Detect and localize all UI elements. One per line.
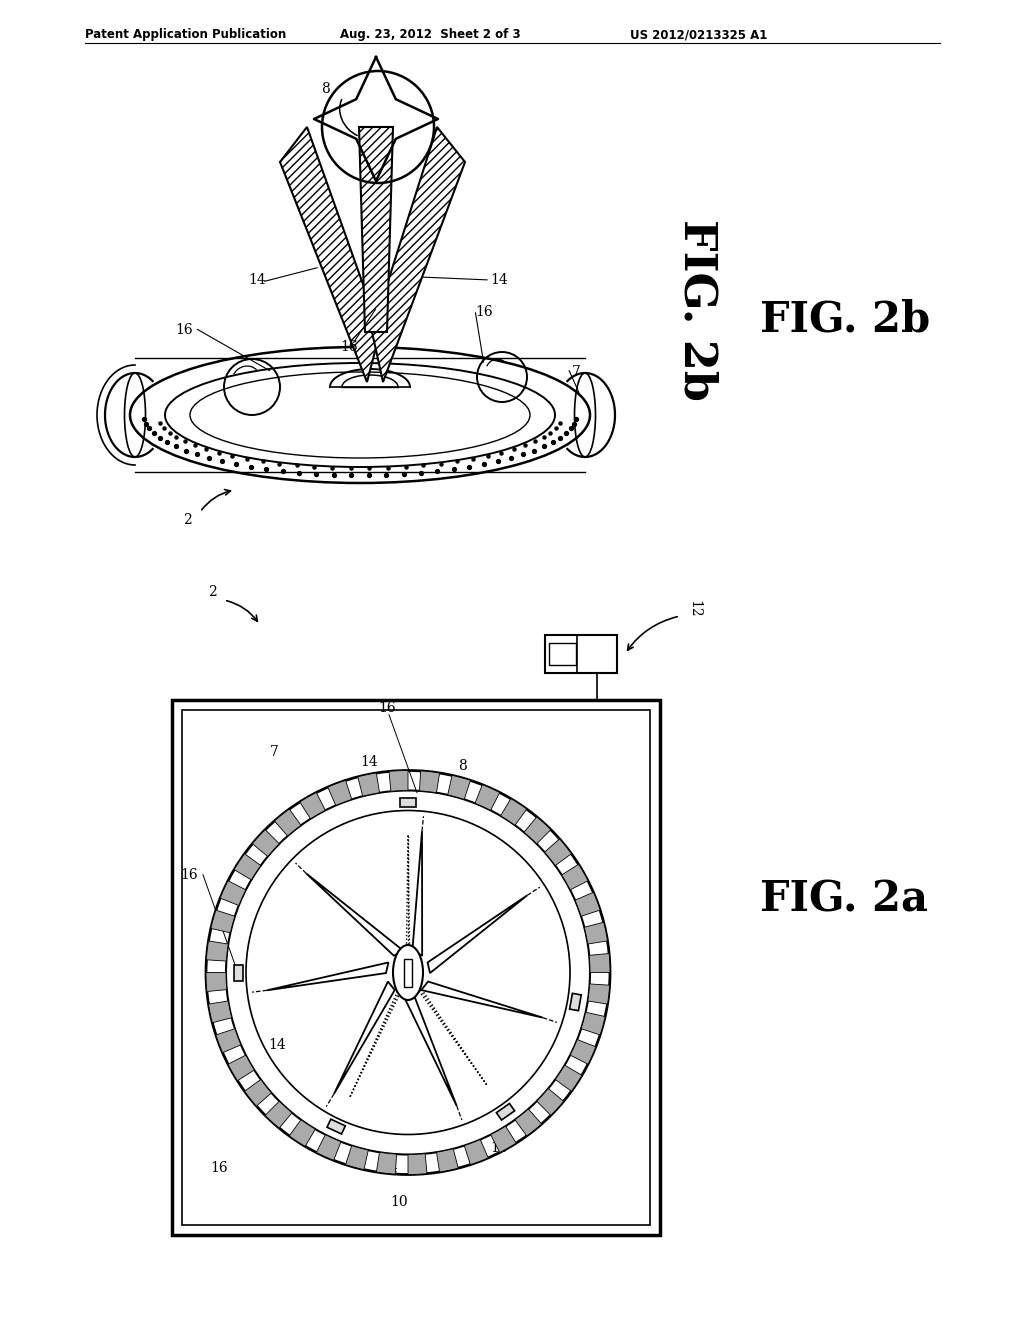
Text: 16: 16 <box>340 341 357 354</box>
Polygon shape <box>555 1065 582 1092</box>
Bar <box>545 635 617 673</box>
Text: 2: 2 <box>208 585 217 599</box>
Polygon shape <box>211 909 234 933</box>
Polygon shape <box>589 953 610 973</box>
Polygon shape <box>570 1039 596 1064</box>
Polygon shape <box>207 941 228 961</box>
Bar <box>497 1104 515 1121</box>
Polygon shape <box>300 792 326 818</box>
Polygon shape <box>537 1089 563 1115</box>
Polygon shape <box>265 1101 292 1129</box>
Text: 14: 14 <box>248 273 266 286</box>
Polygon shape <box>501 799 526 825</box>
Text: 14: 14 <box>360 755 378 770</box>
Polygon shape <box>408 1154 427 1175</box>
Polygon shape <box>562 865 588 890</box>
Polygon shape <box>545 840 571 866</box>
Bar <box>172 700 660 1236</box>
Polygon shape <box>585 923 607 944</box>
Polygon shape <box>345 1146 369 1170</box>
Polygon shape <box>316 1135 341 1160</box>
Polygon shape <box>328 780 352 805</box>
Polygon shape <box>377 1152 396 1173</box>
Polygon shape <box>420 771 439 793</box>
Text: 12: 12 <box>687 601 701 618</box>
Polygon shape <box>436 1148 458 1172</box>
Polygon shape <box>464 1139 488 1164</box>
Bar <box>404 958 412 986</box>
Text: FIG. 2a: FIG. 2a <box>760 879 928 921</box>
Text: FIG. 2b: FIG. 2b <box>675 219 718 401</box>
Polygon shape <box>280 127 380 381</box>
Text: Aug. 23, 2012  Sheet 2 of 3: Aug. 23, 2012 Sheet 2 of 3 <box>340 28 520 41</box>
Polygon shape <box>274 809 301 836</box>
Bar <box>549 643 577 665</box>
Polygon shape <box>389 771 408 791</box>
Polygon shape <box>206 973 226 991</box>
Ellipse shape <box>393 945 423 1001</box>
Polygon shape <box>267 962 388 990</box>
Text: 14: 14 <box>268 1038 286 1052</box>
Polygon shape <box>357 774 380 796</box>
Polygon shape <box>334 982 394 1094</box>
Text: 16: 16 <box>378 701 395 715</box>
Text: 16: 16 <box>475 305 493 319</box>
Polygon shape <box>588 983 609 1005</box>
Polygon shape <box>575 892 600 916</box>
Text: 2: 2 <box>183 513 191 527</box>
Bar <box>233 965 243 981</box>
Text: 10: 10 <box>390 1195 408 1209</box>
Polygon shape <box>428 895 527 973</box>
Text: 16: 16 <box>210 1162 227 1175</box>
Polygon shape <box>216 1028 241 1053</box>
Text: Patent Application Publication: Patent Application Publication <box>85 28 287 41</box>
Bar <box>400 799 416 807</box>
Polygon shape <box>447 775 470 800</box>
Text: US 2012/0213325 A1: US 2012/0213325 A1 <box>630 28 767 41</box>
Polygon shape <box>289 1119 315 1146</box>
Polygon shape <box>581 1012 605 1035</box>
Text: FIG. 2b: FIG. 2b <box>760 300 930 341</box>
Text: 14: 14 <box>490 273 508 286</box>
Polygon shape <box>245 1080 271 1106</box>
Polygon shape <box>359 127 393 333</box>
Polygon shape <box>421 982 543 1018</box>
Text: 8: 8 <box>322 82 330 96</box>
Bar <box>182 710 650 1225</box>
Polygon shape <box>524 817 551 843</box>
Text: 14: 14 <box>380 1162 397 1175</box>
Text: 16: 16 <box>180 869 198 882</box>
Polygon shape <box>372 127 465 381</box>
Polygon shape <box>515 1109 542 1137</box>
Polygon shape <box>402 994 457 1106</box>
Text: 16: 16 <box>175 323 193 337</box>
Polygon shape <box>490 1126 516 1152</box>
Text: 16: 16 <box>490 1140 508 1155</box>
Text: 7: 7 <box>270 744 279 759</box>
Polygon shape <box>220 880 246 906</box>
Polygon shape <box>252 830 280 857</box>
Bar <box>569 994 582 1011</box>
Text: 7: 7 <box>572 366 581 379</box>
Bar <box>327 1119 345 1134</box>
Polygon shape <box>413 832 422 956</box>
Polygon shape <box>209 1001 231 1023</box>
Polygon shape <box>306 874 403 956</box>
Text: 8: 8 <box>458 759 467 774</box>
Polygon shape <box>475 784 500 810</box>
Polygon shape <box>228 1055 254 1081</box>
Polygon shape <box>234 854 261 880</box>
